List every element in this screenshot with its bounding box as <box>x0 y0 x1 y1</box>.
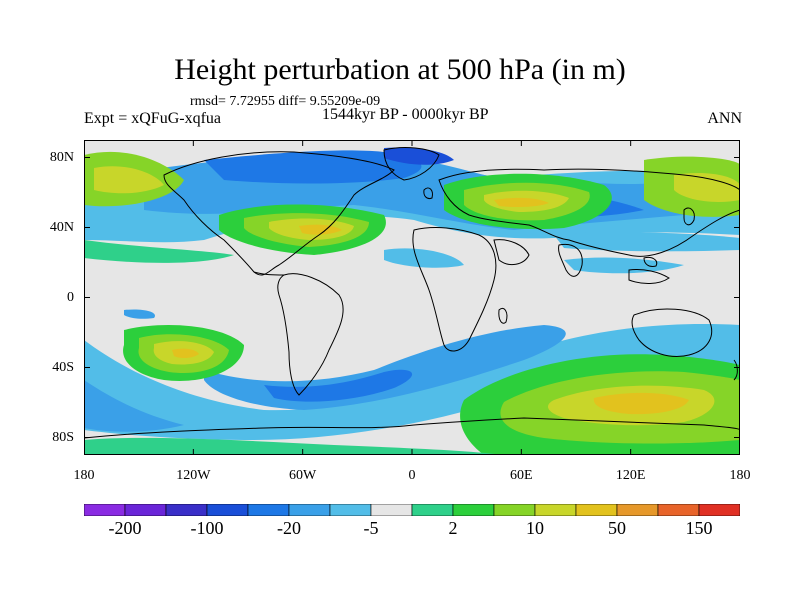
plot-title: Height perturbation at 500 hPa (in m) <box>174 53 626 86</box>
time-period-label: 1544kyr BP - 0000kyr BP <box>322 106 489 123</box>
colorbar-label: 2 <box>448 518 458 538</box>
lon-tick-label: 60W <box>289 468 317 483</box>
colorbar-label: -200 <box>108 518 142 538</box>
colorbar-swatch <box>534 504 577 516</box>
colorbar-swatch <box>411 504 454 516</box>
colorbar-swatch <box>657 504 700 516</box>
colorbar-label: 50 <box>608 518 626 538</box>
lon-tick-label: 180 <box>729 468 751 483</box>
colorbar-label: -100 <box>190 518 224 538</box>
colorbar-swatch <box>84 504 126 516</box>
lon-tick-label: 60E <box>510 468 533 483</box>
south-pacific-high <box>123 325 244 381</box>
colorbar-swatch <box>452 504 495 516</box>
colorbar-swatch <box>698 504 740 516</box>
rmsd-diff-stats: rmsd= 7.72955 diff= 9.55209e-09 <box>190 94 381 109</box>
colorbar-swatch <box>165 504 208 516</box>
lat-tick-label: 80S <box>52 429 74 445</box>
colorbar-swatch <box>247 504 290 516</box>
lon-tick-label: 120W <box>176 468 211 483</box>
lat-tick-label: 0 <box>67 289 74 305</box>
colorbar-swatch <box>493 504 536 516</box>
lon-tick-label: 180 <box>73 468 95 483</box>
colorbar-swatch <box>370 504 413 516</box>
southern-ocean-high <box>84 354 740 455</box>
colorbar-swatch <box>288 504 331 516</box>
lat-tick-label: 40N <box>49 219 74 235</box>
colorbar-label: 150 <box>685 518 713 538</box>
lat-tick-label: 40S <box>52 359 74 375</box>
height-perturbation-map <box>84 140 740 455</box>
colorbar-label: -5 <box>363 518 379 538</box>
north-pacific-high <box>84 151 740 217</box>
colorbar-swatch <box>616 504 659 516</box>
season-label: ANN <box>707 110 742 127</box>
tropical-minor-anomalies <box>84 232 740 319</box>
colorbar-swatch <box>329 504 372 516</box>
colorbar-swatch <box>206 504 249 516</box>
map-frame <box>84 140 740 455</box>
colorbar-swatch <box>124 504 167 516</box>
colorbar-swatch <box>575 504 618 516</box>
experiment-label: Expt = xQFuG-xqfua <box>84 110 222 127</box>
eurasia-positive-anomaly <box>219 173 612 255</box>
lat-tick-label: 80N <box>49 149 74 165</box>
colorbar <box>84 504 740 516</box>
lon-tick-label: 0 <box>408 468 416 483</box>
lon-tick-label: 120E <box>615 468 646 483</box>
colorbar-label: 10 <box>526 518 544 538</box>
continent-outlines <box>84 147 740 439</box>
colorbar-label: -20 <box>277 518 301 538</box>
